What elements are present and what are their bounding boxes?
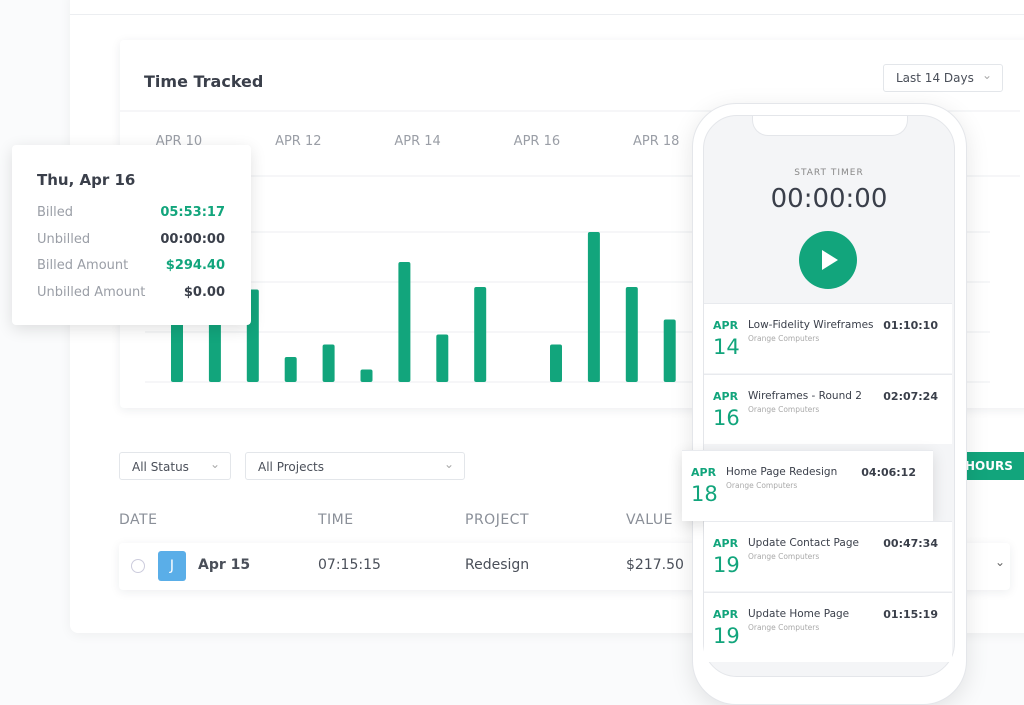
entry[interactable]: APR 19 Update Home Page Orange Computers 01:… xyxy=(704,592,952,662)
entry-client: Orange Computers xyxy=(726,481,798,490)
entry-day: 18 xyxy=(691,482,718,506)
entry[interactable]: APR 14 Low-Fidelity Wireframes Orange Compu… xyxy=(704,303,952,373)
entry-time: 02:07:24 xyxy=(883,390,938,403)
tooltip-label: Unbilled xyxy=(37,231,91,247)
header-project: PROJECT xyxy=(465,512,529,528)
tooltip-title: Thu, Apr 16 xyxy=(37,171,136,189)
bar xyxy=(474,287,487,382)
bar xyxy=(171,319,183,382)
play-button[interactable] xyxy=(799,231,857,289)
header-time: TIME xyxy=(318,512,354,528)
entry-client: Orange Computers xyxy=(748,334,820,343)
entry-month: APR xyxy=(713,537,739,550)
date-label: APR 12 xyxy=(275,134,321,149)
entry-day: 14 xyxy=(713,335,740,359)
row-chevron[interactable]: ⌄ xyxy=(995,555,1006,569)
timer-label: START TIMER xyxy=(794,168,864,178)
tooltip-value: 00:00:00 xyxy=(160,231,225,247)
header-divider xyxy=(70,14,1024,15)
tooltip-value: $0.00 xyxy=(183,284,225,300)
project-filter[interactable]: All Projects xyxy=(245,450,465,480)
entry-highlight[interactable]: APR 18 Home Page Redesign Orange Computers 0… xyxy=(682,450,933,521)
chart-title: Time Tracked xyxy=(144,72,264,91)
bar xyxy=(436,334,449,382)
date-label: APR 14 xyxy=(394,134,440,149)
header-value: VALUE xyxy=(626,512,673,528)
entry-title: Home Page Redesign xyxy=(726,466,838,478)
tooltip-value: 05:53:17 xyxy=(160,205,225,220)
entry-month: APR xyxy=(713,319,739,332)
row-project: Redesign xyxy=(465,557,530,573)
date-label: APR 16 xyxy=(514,134,560,149)
entry-client: Orange Computers xyxy=(748,552,820,561)
entry-title: Update Home Page xyxy=(748,608,850,620)
entry-title: Wireframes - Round 2 xyxy=(748,390,862,402)
row-time: 07:15:15 xyxy=(318,557,381,573)
bar xyxy=(587,232,600,382)
row-checkbox[interactable] xyxy=(131,559,145,573)
tooltip-label: Billed Amount xyxy=(37,258,129,273)
entry-time: 04:06:12 xyxy=(861,466,916,479)
bar xyxy=(398,262,411,382)
bar xyxy=(322,344,335,382)
entry[interactable]: APR 19 Update Contact Page Orange Computers… xyxy=(704,521,952,591)
entry-time: 01:15:19 xyxy=(883,608,938,621)
header-date: DATE xyxy=(119,512,158,528)
range-select[interactable]: Last 14 Days xyxy=(883,62,1003,92)
bar xyxy=(360,369,373,382)
entry-month: APR xyxy=(713,390,739,403)
entry-day: 16 xyxy=(713,406,740,430)
tooltip: Thu, Apr 16 xyxy=(12,145,251,325)
entry-title: Update Contact Page xyxy=(748,537,859,549)
entry-title: Low-Fidelity Wireframes xyxy=(748,319,874,331)
entry-client: Orange Computers xyxy=(748,405,820,414)
tooltip-label: Billed xyxy=(37,205,74,220)
notch xyxy=(752,116,908,136)
entry-month: APR xyxy=(713,608,739,621)
bar xyxy=(284,357,297,382)
entry-day: 19 xyxy=(713,553,740,577)
bar xyxy=(550,344,562,382)
row-value: $217.50 xyxy=(626,557,684,573)
bar xyxy=(625,287,638,382)
status-filter[interactable]: All Status xyxy=(119,450,231,480)
bar xyxy=(663,319,676,382)
entry-month: APR xyxy=(691,466,717,479)
date-label: APR 18 xyxy=(633,134,679,149)
timer: 00:00:00 xyxy=(770,184,888,214)
entry-client: Orange Computers xyxy=(748,623,820,632)
entry-time: 00:47:34 xyxy=(883,537,938,550)
entry-time: 01:10:10 xyxy=(883,319,938,332)
row-date: Apr 15 xyxy=(198,557,251,573)
entry-day: 19 xyxy=(713,624,740,648)
bar xyxy=(208,319,221,382)
tooltip-label: Unbilled Amount xyxy=(37,284,146,300)
tooltip-value: $294.40 xyxy=(165,258,225,273)
entry[interactable]: APR 16 Wireframes - Round 2 Orange Computer… xyxy=(704,374,952,444)
avatar: J xyxy=(158,551,186,581)
